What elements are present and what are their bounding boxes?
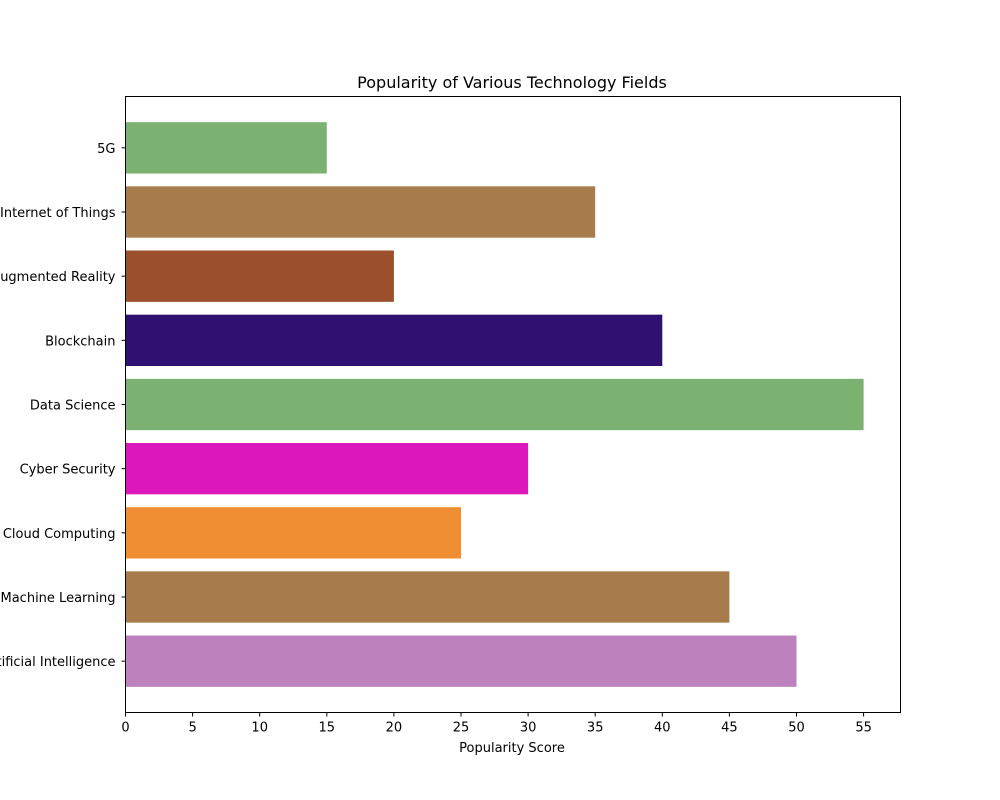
x-tick-label: 35 (587, 721, 604, 736)
x-tick-label: 15 (319, 721, 336, 736)
y-ticks-group: Artificial Intelligence Machine Learning C… (0, 142, 126, 670)
y-tick-label: Augmented Reality (0, 270, 116, 285)
chart-title: Popularity of Various Technology Fields (357, 73, 667, 92)
y-tick-label: Internet of Things (0, 206, 116, 221)
x-tick-label: 5 (188, 721, 196, 736)
y-tick-label: Cloud Computing (3, 527, 116, 542)
x-tick-label: 10 (251, 721, 268, 736)
bar-internet-of-things (125, 186, 596, 238)
bar-cyber-security (125, 443, 529, 495)
x-tick-label: 45 (721, 721, 738, 736)
bar-augmented-reality (125, 250, 394, 302)
y-tick-label: Machine Learning (1, 591, 116, 606)
x-tick-label: 0 (121, 721, 129, 736)
x-tick-label: 30 (520, 721, 537, 736)
y-tick-label: Data Science (30, 399, 116, 414)
bar-cloud-computing (125, 507, 461, 559)
y-tick-label: 5G (97, 142, 115, 157)
bar-5g (125, 122, 327, 174)
y-tick-label: Blockchain (45, 334, 115, 349)
bar-machine-learning (125, 571, 730, 623)
x-tick-label: 20 (386, 721, 403, 736)
bar-artificial-intelligence (125, 635, 797, 687)
x-tick-label: 55 (855, 721, 872, 736)
x-axis-label: Popularity Score (459, 741, 565, 756)
x-ticks-group: 0 5 10 15 20 25 30 35 40 45 50 55 (121, 712, 872, 736)
plot-frame (125, 96, 901, 713)
y-tick-label: Cyber Security (20, 463, 116, 478)
bars-group (125, 122, 864, 687)
bar-data-science (125, 378, 864, 431)
x-tick-label: 50 (788, 721, 805, 736)
x-tick-label: 40 (654, 721, 671, 736)
x-tick-label: 25 (453, 721, 470, 736)
bar-blockchain (125, 314, 663, 366)
y-tick-label: Artificial Intelligence (0, 655, 116, 670)
